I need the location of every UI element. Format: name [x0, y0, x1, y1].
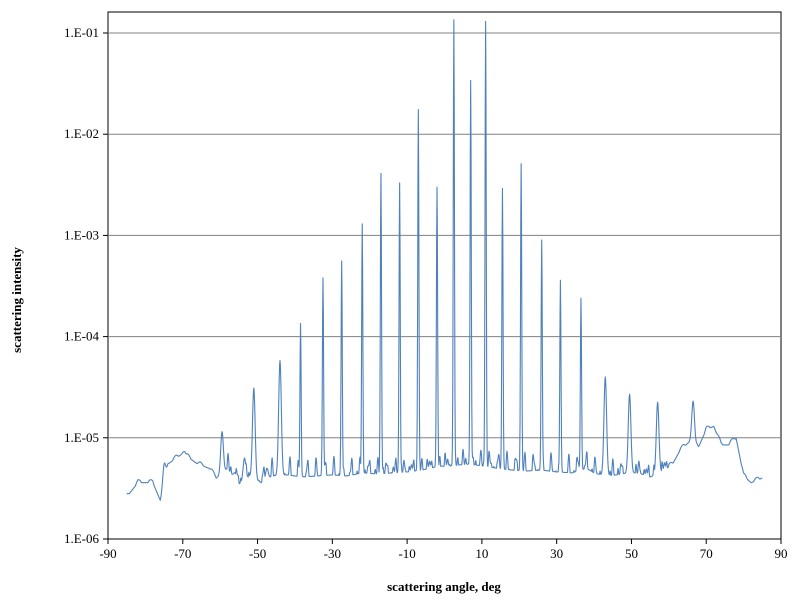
x-tick-label: -90 [99, 546, 116, 561]
x-tick-label: -30 [324, 546, 341, 561]
x-tick-label: 70 [700, 546, 713, 561]
y-tick-label: 1.E-05 [64, 430, 99, 445]
y-tick-label: 1.E-01 [64, 25, 99, 40]
grid [108, 32, 781, 439]
y-axis-title: scattering intensity [9, 247, 24, 353]
y-axis: 1.E-06 1.E-05 1.E-04 1.E-03 1.E-02 1.E-01 [64, 25, 108, 546]
x-tick-label: 30 [550, 546, 563, 561]
x-axis: -90 -70 -50 -30 -10 10 30 50 70 90 [99, 539, 788, 561]
x-tick-label: -10 [398, 546, 415, 561]
x-axis-title: scattering angle, deg [387, 579, 501, 594]
series-layer [126, 19, 763, 501]
y-tick-label: 1.E-06 [64, 531, 100, 546]
x-tick-label: 90 [775, 546, 788, 561]
series-line [126, 19, 763, 501]
y-tick-label: 1.E-02 [64, 126, 99, 141]
y-tick-label: 1.E-03 [64, 227, 99, 242]
x-tick-label: 50 [625, 546, 638, 561]
x-tick-label: -50 [249, 546, 266, 561]
x-tick-label: -70 [174, 546, 191, 561]
x-tick-label: 10 [475, 546, 488, 561]
y-tick-label: 1.E-04 [64, 329, 100, 344]
